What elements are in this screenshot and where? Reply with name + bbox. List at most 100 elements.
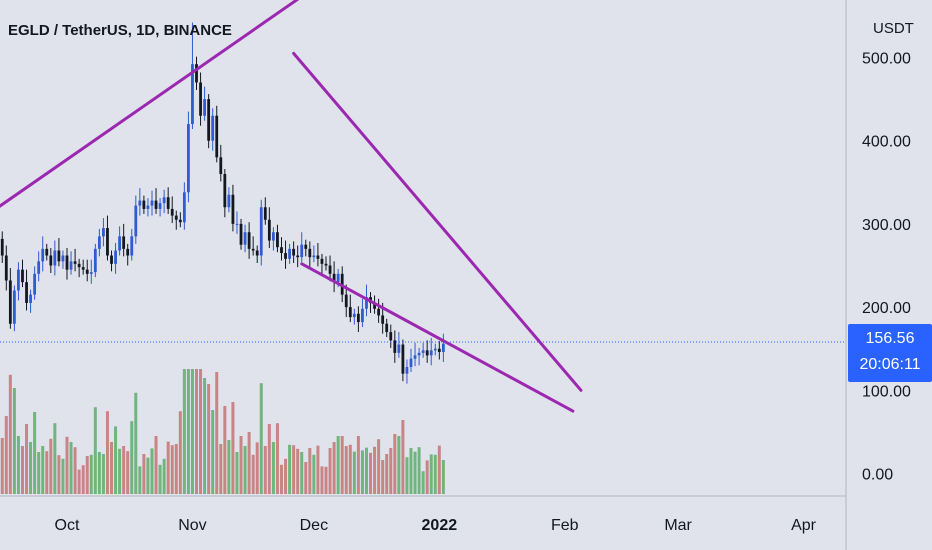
volume-bar <box>441 460 445 494</box>
volume-bar <box>433 454 437 494</box>
volume-bar <box>344 446 348 494</box>
candle-body <box>429 350 433 356</box>
volume-bar <box>251 454 255 494</box>
candle-body <box>397 344 401 353</box>
volume-bar <box>300 452 304 494</box>
volume-bar <box>320 466 324 494</box>
candle-body <box>211 115 215 141</box>
candle-body <box>29 294 32 303</box>
candle-body <box>405 367 409 374</box>
volume-bar <box>101 454 105 494</box>
volume-bar <box>182 369 186 494</box>
candle-body <box>89 272 93 274</box>
trendline[interactable] <box>0 0 299 208</box>
candle-body <box>77 263 81 268</box>
candle-body <box>320 258 324 264</box>
volume-bar <box>235 452 239 494</box>
candle-body <box>170 208 174 216</box>
volume-bar <box>97 452 101 494</box>
volume-bar <box>81 465 85 494</box>
trendline[interactable] <box>300 262 575 413</box>
candle-body <box>255 250 259 256</box>
candle-body <box>263 207 267 220</box>
price-scale[interactable]: 500.00 400.00 300.00 200.00 100.00 0.00 <box>862 51 911 484</box>
candle-body <box>162 197 166 204</box>
x-tick-label: 2022 <box>422 517 458 534</box>
volume-bar <box>364 447 368 494</box>
candle-body <box>122 236 126 249</box>
candle-body <box>195 64 198 83</box>
candle-body <box>138 200 142 206</box>
y-tick-label: 300.00 <box>862 217 911 234</box>
candle-body <box>288 248 291 259</box>
volume-bar <box>20 446 24 494</box>
candle-body <box>304 244 308 249</box>
volume-bar <box>239 436 243 494</box>
volume-bar <box>114 426 118 494</box>
candle-body <box>118 236 122 251</box>
candle-body <box>223 173 227 208</box>
candle-body <box>21 269 24 283</box>
volume-bar <box>170 445 174 494</box>
candle-body <box>166 197 170 209</box>
volume-bar <box>259 383 263 494</box>
y-tick-label: 400.00 <box>862 134 911 151</box>
volume-bar <box>186 369 190 494</box>
candle-body <box>142 200 146 209</box>
volume-bar <box>105 411 109 494</box>
candle-body <box>389 332 393 341</box>
volume-bar <box>162 458 166 494</box>
volume-bar <box>166 441 170 494</box>
volume-bar <box>142 454 146 494</box>
candle-body <box>110 255 113 264</box>
volume-bar <box>275 423 279 494</box>
candle-body <box>284 253 287 259</box>
candle-body <box>348 307 352 318</box>
volume-bar <box>215 372 219 494</box>
volume-bars <box>0 369 445 494</box>
candle-body <box>373 302 376 309</box>
volume-bar <box>154 436 158 494</box>
candle-body <box>8 280 12 324</box>
volume-bar <box>389 448 393 494</box>
candle-body <box>417 352 421 356</box>
volume-bar <box>401 420 405 494</box>
volume-bar <box>421 471 425 494</box>
trendlines <box>0 0 583 413</box>
volume-bar <box>33 412 37 494</box>
candle-body <box>259 207 263 256</box>
volume-bar <box>381 460 385 494</box>
candle-body <box>69 261 73 270</box>
candle-body <box>154 200 158 209</box>
candle-body <box>134 205 138 237</box>
volume-bar <box>122 446 126 494</box>
candle-body <box>106 228 109 256</box>
candle-body <box>247 232 251 249</box>
volume-bar <box>437 445 441 494</box>
volume-bar <box>203 378 207 494</box>
trendline[interactable] <box>292 51 583 392</box>
volume-bar <box>223 406 227 494</box>
candle-body <box>292 248 296 256</box>
last-price-badge: 156.56 20:06:11 <box>848 324 932 382</box>
candle-body <box>365 297 368 309</box>
candle-body <box>421 350 425 353</box>
candle-body <box>231 194 235 224</box>
volume-bar <box>85 456 89 494</box>
volume-bar <box>227 440 231 494</box>
volume-bar <box>219 444 223 494</box>
volume-bar <box>118 448 122 494</box>
time-scale[interactable]: Oct Nov Dec 2022 Feb Mar Apr <box>55 517 817 534</box>
volume-bar <box>397 436 401 494</box>
candle-body <box>280 247 283 254</box>
candle-body <box>93 248 97 273</box>
candle-body <box>227 194 231 208</box>
candle-body <box>17 269 20 291</box>
symbol-title: EGLD / TetherUS, 1D, BINANCE <box>8 22 232 39</box>
candle-body <box>73 261 77 264</box>
volume-bar <box>77 469 81 494</box>
candle-body <box>336 273 340 283</box>
volume-bar <box>41 446 45 494</box>
candle-body <box>12 290 16 324</box>
